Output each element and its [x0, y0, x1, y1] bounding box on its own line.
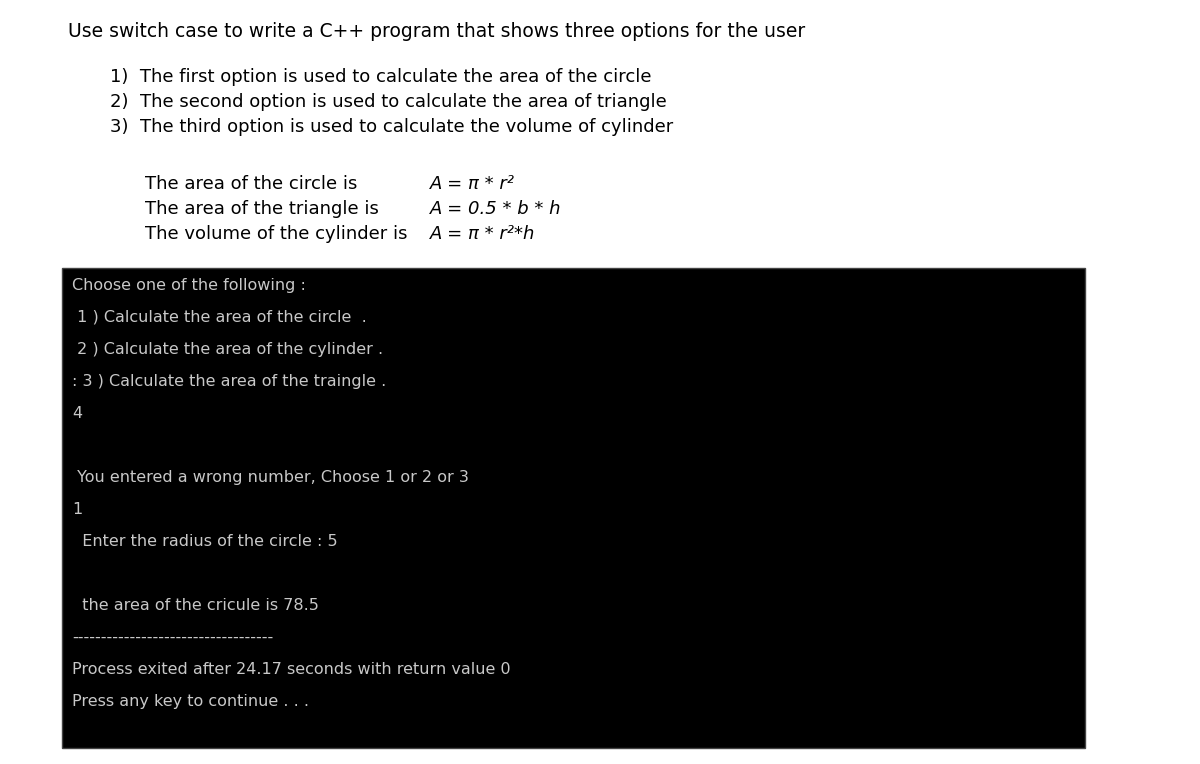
Text: 1 ) Calculate the area of the circle  .: 1 ) Calculate the area of the circle .	[72, 310, 367, 325]
Text: Process exited after 24.17 seconds with return value 0: Process exited after 24.17 seconds with …	[72, 662, 511, 677]
Text: 1)  The first option is used to calculate the area of the circle: 1) The first option is used to calculate…	[110, 68, 652, 86]
Text: The area of the circle is: The area of the circle is	[145, 175, 358, 193]
Text: : 3 ) Calculate the area of the traingle .: : 3 ) Calculate the area of the traingle…	[72, 374, 386, 389]
Text: -----------------------------------: -----------------------------------	[72, 630, 274, 645]
Text: A = π * r²: A = π * r²	[430, 175, 515, 193]
Text: Enter the radius of the circle : 5: Enter the radius of the circle : 5	[72, 534, 337, 549]
Text: A = π * r²*h: A = π * r²*h	[430, 225, 535, 243]
Text: Use switch case to write a C++ program that shows three options for the user: Use switch case to write a C++ program t…	[68, 22, 805, 41]
Text: You entered a wrong number, Choose 1 or 2 or 3: You entered a wrong number, Choose 1 or …	[72, 470, 469, 485]
Text: 4: 4	[72, 406, 82, 421]
Text: the area of the cricule is 78.5: the area of the cricule is 78.5	[72, 598, 319, 613]
Text: 2)  The second option is used to calculate the area of triangle: 2) The second option is used to calculat…	[110, 93, 667, 111]
Text: A = 0.5 * b * h: A = 0.5 * b * h	[430, 200, 562, 218]
Text: 3)  The third option is used to calculate the volume of cylinder: 3) The third option is used to calculate…	[110, 118, 673, 136]
Text: Choose one of the following :: Choose one of the following :	[72, 278, 306, 293]
Text: The volume of the cylinder is: The volume of the cylinder is	[145, 225, 408, 243]
Text: Press any key to continue . . .: Press any key to continue . . .	[72, 694, 310, 709]
Text: The area of the triangle is: The area of the triangle is	[145, 200, 379, 218]
Text: 1: 1	[72, 502, 83, 517]
Text: 2 ) Calculate the area of the cylinder .: 2 ) Calculate the area of the cylinder .	[72, 342, 383, 357]
